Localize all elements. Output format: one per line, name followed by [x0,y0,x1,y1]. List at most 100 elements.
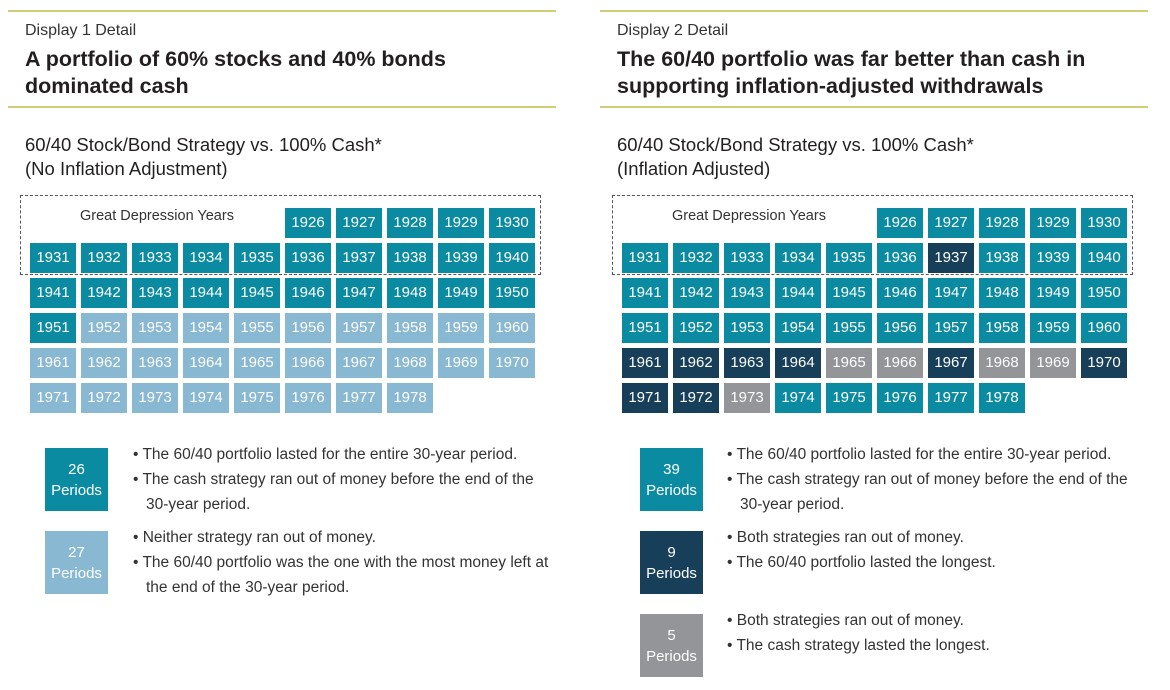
year-cell-1951: 1951 [622,313,668,343]
great-depression-label: Great Depression Years [80,208,234,224]
year-cell-1927: 1927 [336,208,382,238]
title-rule [8,106,556,108]
year-cell-1961: 1961 [30,348,76,378]
year-cell-1975: 1975 [826,383,872,413]
display-1-panel: Display 1 Detail A portfolio of 60% stoc… [8,0,556,690]
year-cell-1931: 1931 [30,243,76,273]
kicker: Display 2 Detail [617,22,729,39]
year-cell-1963: 1963 [724,348,770,378]
legend-bullet: • The 60/40 portfolio was the one with t… [133,554,549,596]
year-cell-1934: 1934 [183,243,229,273]
year-cell-1964: 1964 [183,348,229,378]
chart-subtitle: 60/40 Stock/Bond Strategy vs. 100% Cash*… [25,133,382,181]
title-rule [600,106,1148,108]
legend-count: 5 [667,626,676,644]
subtitle-line-2: (No Inflation Adjustment) [25,158,228,179]
year-cell-1945: 1945 [234,278,280,308]
year-cell-1977: 1977 [928,383,974,413]
year-cell-1931: 1931 [622,243,668,273]
year-cell-1959: 1959 [438,313,484,343]
year-cell-1941: 1941 [622,278,668,308]
legend-swatch: 39 Periods [640,448,703,511]
legend-bullet: • The 60/40 portfolio lasted for the ent… [727,446,1112,463]
year-cell-1973: 1973 [724,383,770,413]
legend-description: • The 60/40 portfolio lasted for the ent… [133,442,553,517]
year-cell-1928: 1928 [979,208,1025,238]
subtitle-line-1: 60/40 Stock/Bond Strategy vs. 100% Cash* [25,134,382,155]
year-cell-1944: 1944 [183,278,229,308]
legend-unit: Periods [646,647,697,665]
year-cell-1965: 1965 [234,348,280,378]
legend-description: • Both strategies ran out of money. • The… [727,525,1147,575]
year-cell-1965: 1965 [826,348,872,378]
year-cell-1955: 1955 [826,313,872,343]
legend-count: 27 [68,543,85,561]
subtitle-line-1: 60/40 Stock/Bond Strategy vs. 100% Cash* [617,134,974,155]
year-cell-1939: 1939 [1030,243,1076,273]
year-cell-1932: 1932 [81,243,127,273]
year-cell-1972: 1972 [81,383,127,413]
year-cell-1947: 1947 [336,278,382,308]
legend-count: 39 [663,460,680,478]
great-depression-outline [612,195,1133,275]
year-cell-1947: 1947 [928,278,974,308]
year-cell-1949: 1949 [1030,278,1076,308]
year-cell-1937: 1937 [928,243,974,273]
display-2-panel: Display 2 Detail The 60/40 portfolio was… [600,0,1148,690]
panel-title: The 60/40 portfolio was far better than … [617,47,1086,98]
year-cell-1930: 1930 [1081,208,1127,238]
year-cell-1971: 1971 [622,383,668,413]
legend-description: • Neither strategy ran out of money. • Th… [133,525,553,600]
legend-unit: Periods [646,481,697,499]
year-cell-1958: 1958 [387,313,433,343]
year-cell-1936: 1936 [285,243,331,273]
year-cell-1936: 1936 [877,243,923,273]
year-cell-1958: 1958 [979,313,1025,343]
year-cell-1973: 1973 [132,383,178,413]
year-cell-1968: 1968 [387,348,433,378]
year-cell-1961: 1961 [622,348,668,378]
year-cell-1940: 1940 [1081,243,1127,273]
year-cell-1969: 1969 [1030,348,1076,378]
year-cell-1932: 1932 [673,243,719,273]
year-cell-1976: 1976 [285,383,331,413]
legend-unit: Periods [51,481,102,499]
year-cell-1959: 1959 [1030,313,1076,343]
year-cell-1971: 1971 [30,383,76,413]
year-cell-1943: 1943 [132,278,178,308]
year-cell-1957: 1957 [928,313,974,343]
legend-count: 9 [667,543,676,561]
year-cell-1927: 1927 [928,208,974,238]
year-cell-1953: 1953 [132,313,178,343]
year-cell-1962: 1962 [673,348,719,378]
legend-unit: Periods [51,564,102,582]
year-cell-1948: 1948 [979,278,1025,308]
legend-bullet: • Neither strategy ran out of money. [133,529,376,546]
year-cell-1945: 1945 [826,278,872,308]
year-cell-1956: 1956 [285,313,331,343]
year-cell-1974: 1974 [183,383,229,413]
year-cell-1976: 1976 [877,383,923,413]
year-cell-1942: 1942 [673,278,719,308]
year-cell-1952: 1952 [81,313,127,343]
year-cell-1926: 1926 [877,208,923,238]
great-depression-outline [20,195,541,275]
legend-bullet: • The 60/40 portfolio lasted for the ent… [133,446,518,463]
legend-bullet: • Both strategies ran out of money. [727,529,964,546]
year-cell-1957: 1957 [336,313,382,343]
year-cell-1977: 1977 [336,383,382,413]
year-cell-1950: 1950 [489,278,535,308]
year-cell-1949: 1949 [438,278,484,308]
year-cell-1966: 1966 [877,348,923,378]
panel-title: A portfolio of 60% stocks and 40% bonds … [25,47,446,98]
top-rule [600,10,1148,12]
legend-bullet: • Both strategies ran out of money. [727,612,964,629]
year-cell-1935: 1935 [234,243,280,273]
year-cell-1928: 1928 [387,208,433,238]
legend-bullet: • The cash strategy ran out of money bef… [727,471,1128,513]
year-cell-1974: 1974 [775,383,821,413]
year-cell-1954: 1954 [183,313,229,343]
year-cell-1975: 1975 [234,383,280,413]
year-cell-1953: 1953 [724,313,770,343]
legend-swatch: 26 Periods [45,448,108,511]
